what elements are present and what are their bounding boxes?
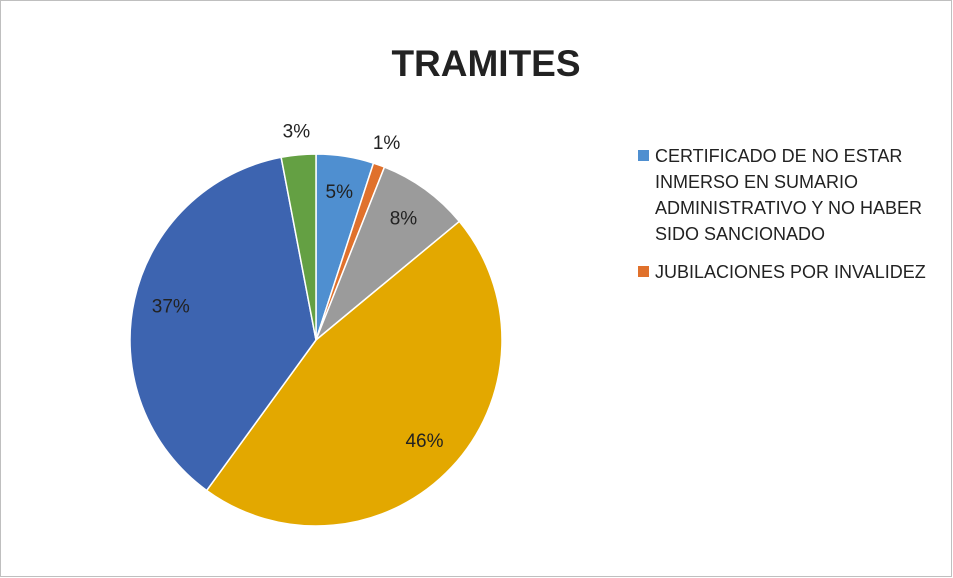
data-label-unit: % xyxy=(293,122,310,143)
data-label-unit: % xyxy=(383,133,400,154)
data-label-value: 37 xyxy=(152,297,173,318)
data-label: 1% xyxy=(373,133,401,154)
data-label-value: 1 xyxy=(373,133,384,154)
data-label-unit: % xyxy=(400,209,417,230)
legend-swatch xyxy=(638,150,649,161)
pie-slice xyxy=(205,220,503,527)
data-label-value: 5 xyxy=(326,182,337,203)
pie-slice xyxy=(315,166,461,341)
data-label: 8% xyxy=(390,209,418,230)
legend-label: JUBILACIONES POR INVALIDEZ xyxy=(655,262,926,282)
data-label: 5% xyxy=(326,182,354,203)
data-label-value: 8 xyxy=(390,209,401,230)
data-label: 46% xyxy=(405,431,443,452)
data-label-unit: % xyxy=(173,297,190,318)
legend-swatch xyxy=(638,266,649,277)
chart-title: TRAMITES xyxy=(391,43,580,84)
data-label-unit: % xyxy=(336,182,353,203)
legend-item: CERTIFICADO DE NO ESTAR INMERSO EN SUMAR… xyxy=(638,143,928,247)
pie-slice xyxy=(129,156,317,492)
pie-slice xyxy=(280,153,317,341)
data-label: 3% xyxy=(283,122,311,143)
legend-label: CERTIFICADO DE NO ESTAR INMERSO EN SUMAR… xyxy=(655,146,923,244)
legend-item: JUBILACIONES POR INVALIDEZ xyxy=(638,259,928,285)
data-label-value: 46 xyxy=(405,431,426,452)
data-label: 37% xyxy=(152,297,190,318)
data-label-value: 3 xyxy=(283,122,294,143)
data-label-unit: % xyxy=(427,431,444,452)
